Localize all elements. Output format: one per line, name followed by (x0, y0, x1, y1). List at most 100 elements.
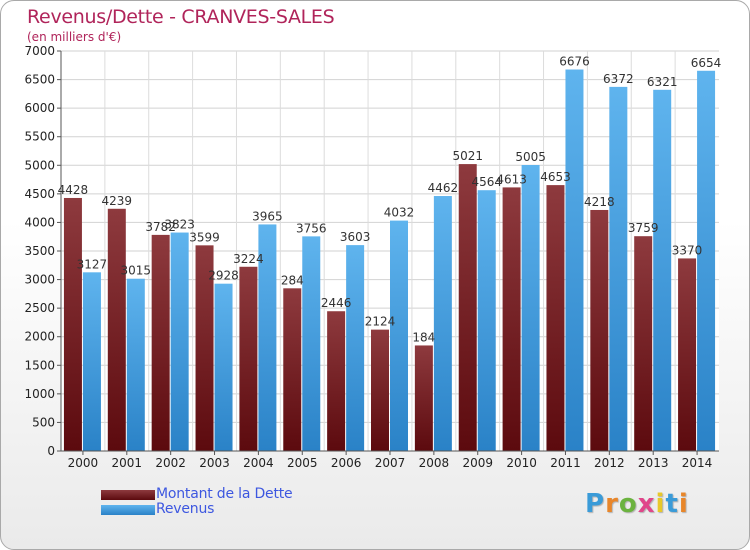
data-label-revenue-2014: 6654 (691, 56, 722, 70)
bar-debt-2007 (371, 329, 389, 451)
x-tick-label-2010: 2010 (506, 456, 537, 470)
data-label-debt-2005: 284 (281, 273, 304, 287)
y-tick-label: 2500 (24, 301, 55, 315)
y-tick-label: 4500 (24, 187, 55, 201)
x-tick-label-2013: 2013 (638, 456, 669, 470)
bar-debt-2010 (502, 187, 521, 451)
bar-revenue-2001 (126, 278, 145, 451)
x-tick-label-2014: 2014 (682, 456, 713, 470)
y-tick-label: 3500 (24, 244, 55, 258)
bar-debt-2014 (678, 258, 697, 451)
bar-debt-2005 (283, 288, 302, 451)
bar-debt-2004 (239, 266, 258, 451)
x-tick-label-2011: 2011 (550, 456, 581, 470)
bar-revenue-2005 (302, 236, 321, 451)
x-tick-label-2001: 2001 (112, 456, 143, 470)
bar-debt-2013 (634, 236, 653, 451)
x-tick-label-2006: 2006 (331, 456, 362, 470)
bar-revenue-2006 (346, 245, 365, 451)
data-label-debt-2008: 184 (412, 330, 435, 344)
bar-debt-2012 (590, 209, 609, 451)
y-tick-label: 5000 (24, 158, 55, 172)
x-tick-label-2004: 2004 (243, 456, 274, 470)
bar-debt-2002 (151, 234, 170, 451)
data-label-revenue-2009: 4564 (471, 175, 502, 189)
y-tick-label: 4000 (24, 215, 55, 229)
x-tick-label-2009: 2009 (462, 456, 493, 470)
brand-logo-letter: i (655, 489, 666, 519)
data-label-debt-2014: 3370 (672, 243, 703, 257)
bar-revenue-2004 (258, 224, 277, 451)
data-label-debt-2002: 3782 (145, 220, 176, 234)
data-label-debt-2010: 4613 (496, 172, 527, 186)
legend-label-debt: Montant de la Dette (156, 486, 293, 502)
y-tick-label: 5500 (24, 130, 55, 144)
bar-debt-2003 (195, 245, 214, 451)
data-label-revenue-2005: 3756 (296, 221, 327, 235)
brand-logo-letter: o (618, 489, 638, 519)
brand-logo-letter: P (585, 489, 606, 519)
legend-label-revenue: Revenus (156, 501, 215, 517)
brand-logo-letter: t (665, 489, 679, 519)
y-tick-label: 6500 (24, 73, 55, 87)
x-tick-label-2002: 2002 (155, 456, 186, 470)
brand-logo: Proxiti (585, 489, 689, 519)
bar-revenue-2011 (565, 69, 584, 451)
bar-revenue-2013 (653, 89, 672, 452)
data-label-debt-2009: 5021 (452, 149, 483, 163)
bar-revenue-2002 (170, 232, 189, 451)
data-label-debt-2001: 4239 (102, 194, 133, 208)
axes: 0 500 1000 1500 2000 2500 3000 3500 4000 4500 5000… (24, 44, 719, 470)
x-tick-label-2003: 2003 (199, 456, 230, 470)
data-label-revenue-2011: 6676 (559, 55, 590, 69)
y-tick-label: 500 (32, 415, 55, 429)
y-tick-label: 6000 (24, 101, 55, 115)
y-tick-label: 1000 (24, 387, 55, 401)
legend-swatch-debt (101, 490, 155, 500)
x-tick-label-2007: 2007 (375, 456, 406, 470)
bar-revenue-2014 (697, 70, 716, 452)
x-tick-label-2000: 2000 (68, 456, 99, 470)
data-label-revenue-2012: 6372 (603, 72, 634, 86)
bar-revenue-2010 (521, 165, 540, 451)
bars (63, 69, 716, 452)
y-tick-label: 2000 (24, 330, 55, 344)
data-label-revenue-2002: 3823 (164, 218, 195, 232)
x-tick-label-2008: 2008 (419, 456, 450, 470)
x-tick-label-2012: 2012 (594, 456, 625, 470)
bar-revenue-2009 (477, 190, 496, 451)
data-label-debt-2006: 2446 (321, 296, 352, 310)
y-tick-label: 3000 (24, 273, 55, 287)
data-label-revenue-2013: 6321 (647, 75, 678, 89)
bar-revenue-2012 (609, 86, 628, 451)
data-label-revenue-2003: 2928 (208, 269, 239, 283)
chart-subtitle: (en milliers d'€) (27, 30, 122, 44)
data-label-debt-2004: 3224 (233, 252, 264, 266)
bar-revenue-2000 (82, 272, 101, 451)
bar-revenue-2003 (214, 283, 233, 451)
data-label-revenue-2010: 5005 (515, 150, 546, 164)
data-label-debt-2000: 4428 (58, 183, 89, 197)
data-label-debt-2011: 4653 (540, 170, 571, 184)
y-tick-label: 1500 (24, 358, 55, 372)
chart-title: Revenus/Dette - CRANVES-SALES (27, 6, 335, 28)
brand-logo-letter: r (605, 489, 619, 519)
x-tick-label-2005: 2005 (287, 456, 318, 470)
data-label-debt-2007: 2124 (365, 315, 396, 329)
bar-debt-2011 (546, 185, 565, 451)
data-label-debt-2003: 3599 (189, 230, 220, 244)
bar-revenue-2008 (433, 196, 452, 451)
y-tick-label: 0 (47, 444, 55, 458)
data-label-revenue-2000: 3127 (77, 257, 108, 271)
data-label-revenue-2008: 4462 (428, 181, 459, 195)
brand-logo-letter: x (637, 489, 656, 519)
data-label-debt-2013: 3759 (628, 221, 659, 235)
data-label-revenue-2001: 3015 (121, 264, 152, 278)
data-label-revenue-2007: 4032 (384, 206, 415, 220)
bar-revenue-2007 (390, 220, 408, 451)
data-label-debt-2012: 4218 (584, 195, 615, 209)
legend-swatch-revenue (101, 505, 155, 515)
